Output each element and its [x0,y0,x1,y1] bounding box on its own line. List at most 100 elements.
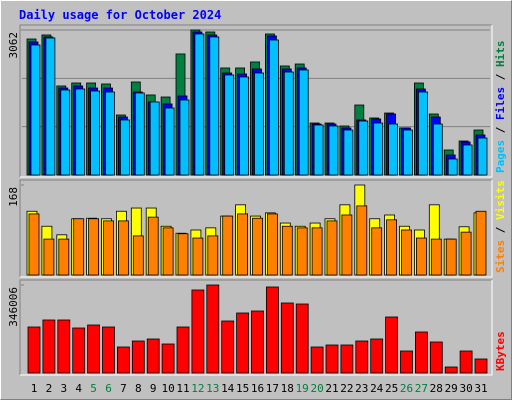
bar [164,107,175,176]
bar [281,225,293,276]
bar [373,122,384,176]
x-tick-label: 11 [176,382,189,395]
bar [430,238,442,276]
bar [325,344,339,374]
bar [388,123,399,176]
bar [265,286,279,374]
x-tick-label: 12 [191,382,204,395]
x-tick-label: 14 [221,382,235,395]
bar [90,90,100,176]
bar [326,220,338,276]
panel-frame [20,25,493,178]
bar [177,233,189,276]
bar [58,238,70,276]
bar [102,326,115,374]
panel-frame [20,180,493,278]
bar [103,220,114,276]
bar [192,237,204,276]
x-tick-label: 13 [206,382,219,395]
bar [459,350,473,374]
bar [432,123,443,176]
legend-entry: Sites [494,240,507,273]
bar [191,289,205,374]
bar [460,231,472,276]
bar [237,213,249,276]
x-tick-label: 23 [355,382,368,395]
bar [385,316,399,374]
bar [27,326,41,374]
bar [75,88,86,176]
x-tick-label: 2 [46,382,53,395]
bar [179,99,190,176]
x-tick-label: 18 [281,382,294,395]
legend-entry: Files [494,87,507,120]
bar [239,76,250,176]
legend-entry: Visits [494,180,507,220]
bar [161,343,175,374]
bar [251,310,264,374]
bar [209,36,220,176]
bar [222,215,234,276]
x-tick-label: 22 [340,382,353,395]
x-tick-label: 3 [60,382,67,395]
bar [280,302,294,374]
bar [60,89,71,176]
bar [340,344,354,374]
bar [131,340,145,374]
bar [328,125,339,176]
legend-entry: KBytes [494,331,507,371]
bar [132,235,144,276]
panel-frame [20,280,493,376]
bar [462,144,473,176]
bar [400,350,413,374]
y-max-label: 3062 [7,32,20,59]
bar [444,366,458,374]
bar [206,284,220,374]
bar [147,216,159,276]
bar [149,101,160,176]
bar [162,227,174,276]
x-tick-label: 31 [474,382,487,395]
bar [356,205,368,276]
x-tick-label: 1 [31,382,38,395]
y-max-label: 168 [7,187,20,207]
bar [266,213,278,276]
bar [445,238,457,276]
bar [105,91,115,176]
bar [236,312,250,374]
bar [355,340,369,374]
x-tick-label: 20 [310,382,323,395]
x-tick-label: 29 [445,382,458,395]
bar [134,92,145,176]
x-tick-label: 17 [266,382,279,395]
legend: KBytes [494,331,507,371]
bar [295,303,309,374]
bar [146,338,160,374]
bar [30,44,41,176]
bar [283,71,294,176]
bar [117,346,130,374]
bar [417,91,428,176]
legend-separator: / [494,220,507,240]
bar [221,320,235,374]
bar [298,69,309,176]
bar [415,237,427,276]
bar [296,227,308,276]
x-tick-label: 30 [459,382,472,395]
bar [414,331,428,374]
x-tick-label: 8 [135,382,142,395]
bar [72,327,86,374]
bar [311,227,323,276]
bar [207,235,219,276]
x-tick-label: 26 [400,382,413,395]
bar [176,326,190,374]
bar [386,219,398,276]
bar [268,39,279,176]
bar [254,72,264,176]
x-tick-label: 24 [370,382,384,395]
panel-frame [19,179,492,277]
x-tick-label: 5 [90,382,97,395]
bar [43,238,55,276]
x-tick-label: 4 [75,382,82,395]
